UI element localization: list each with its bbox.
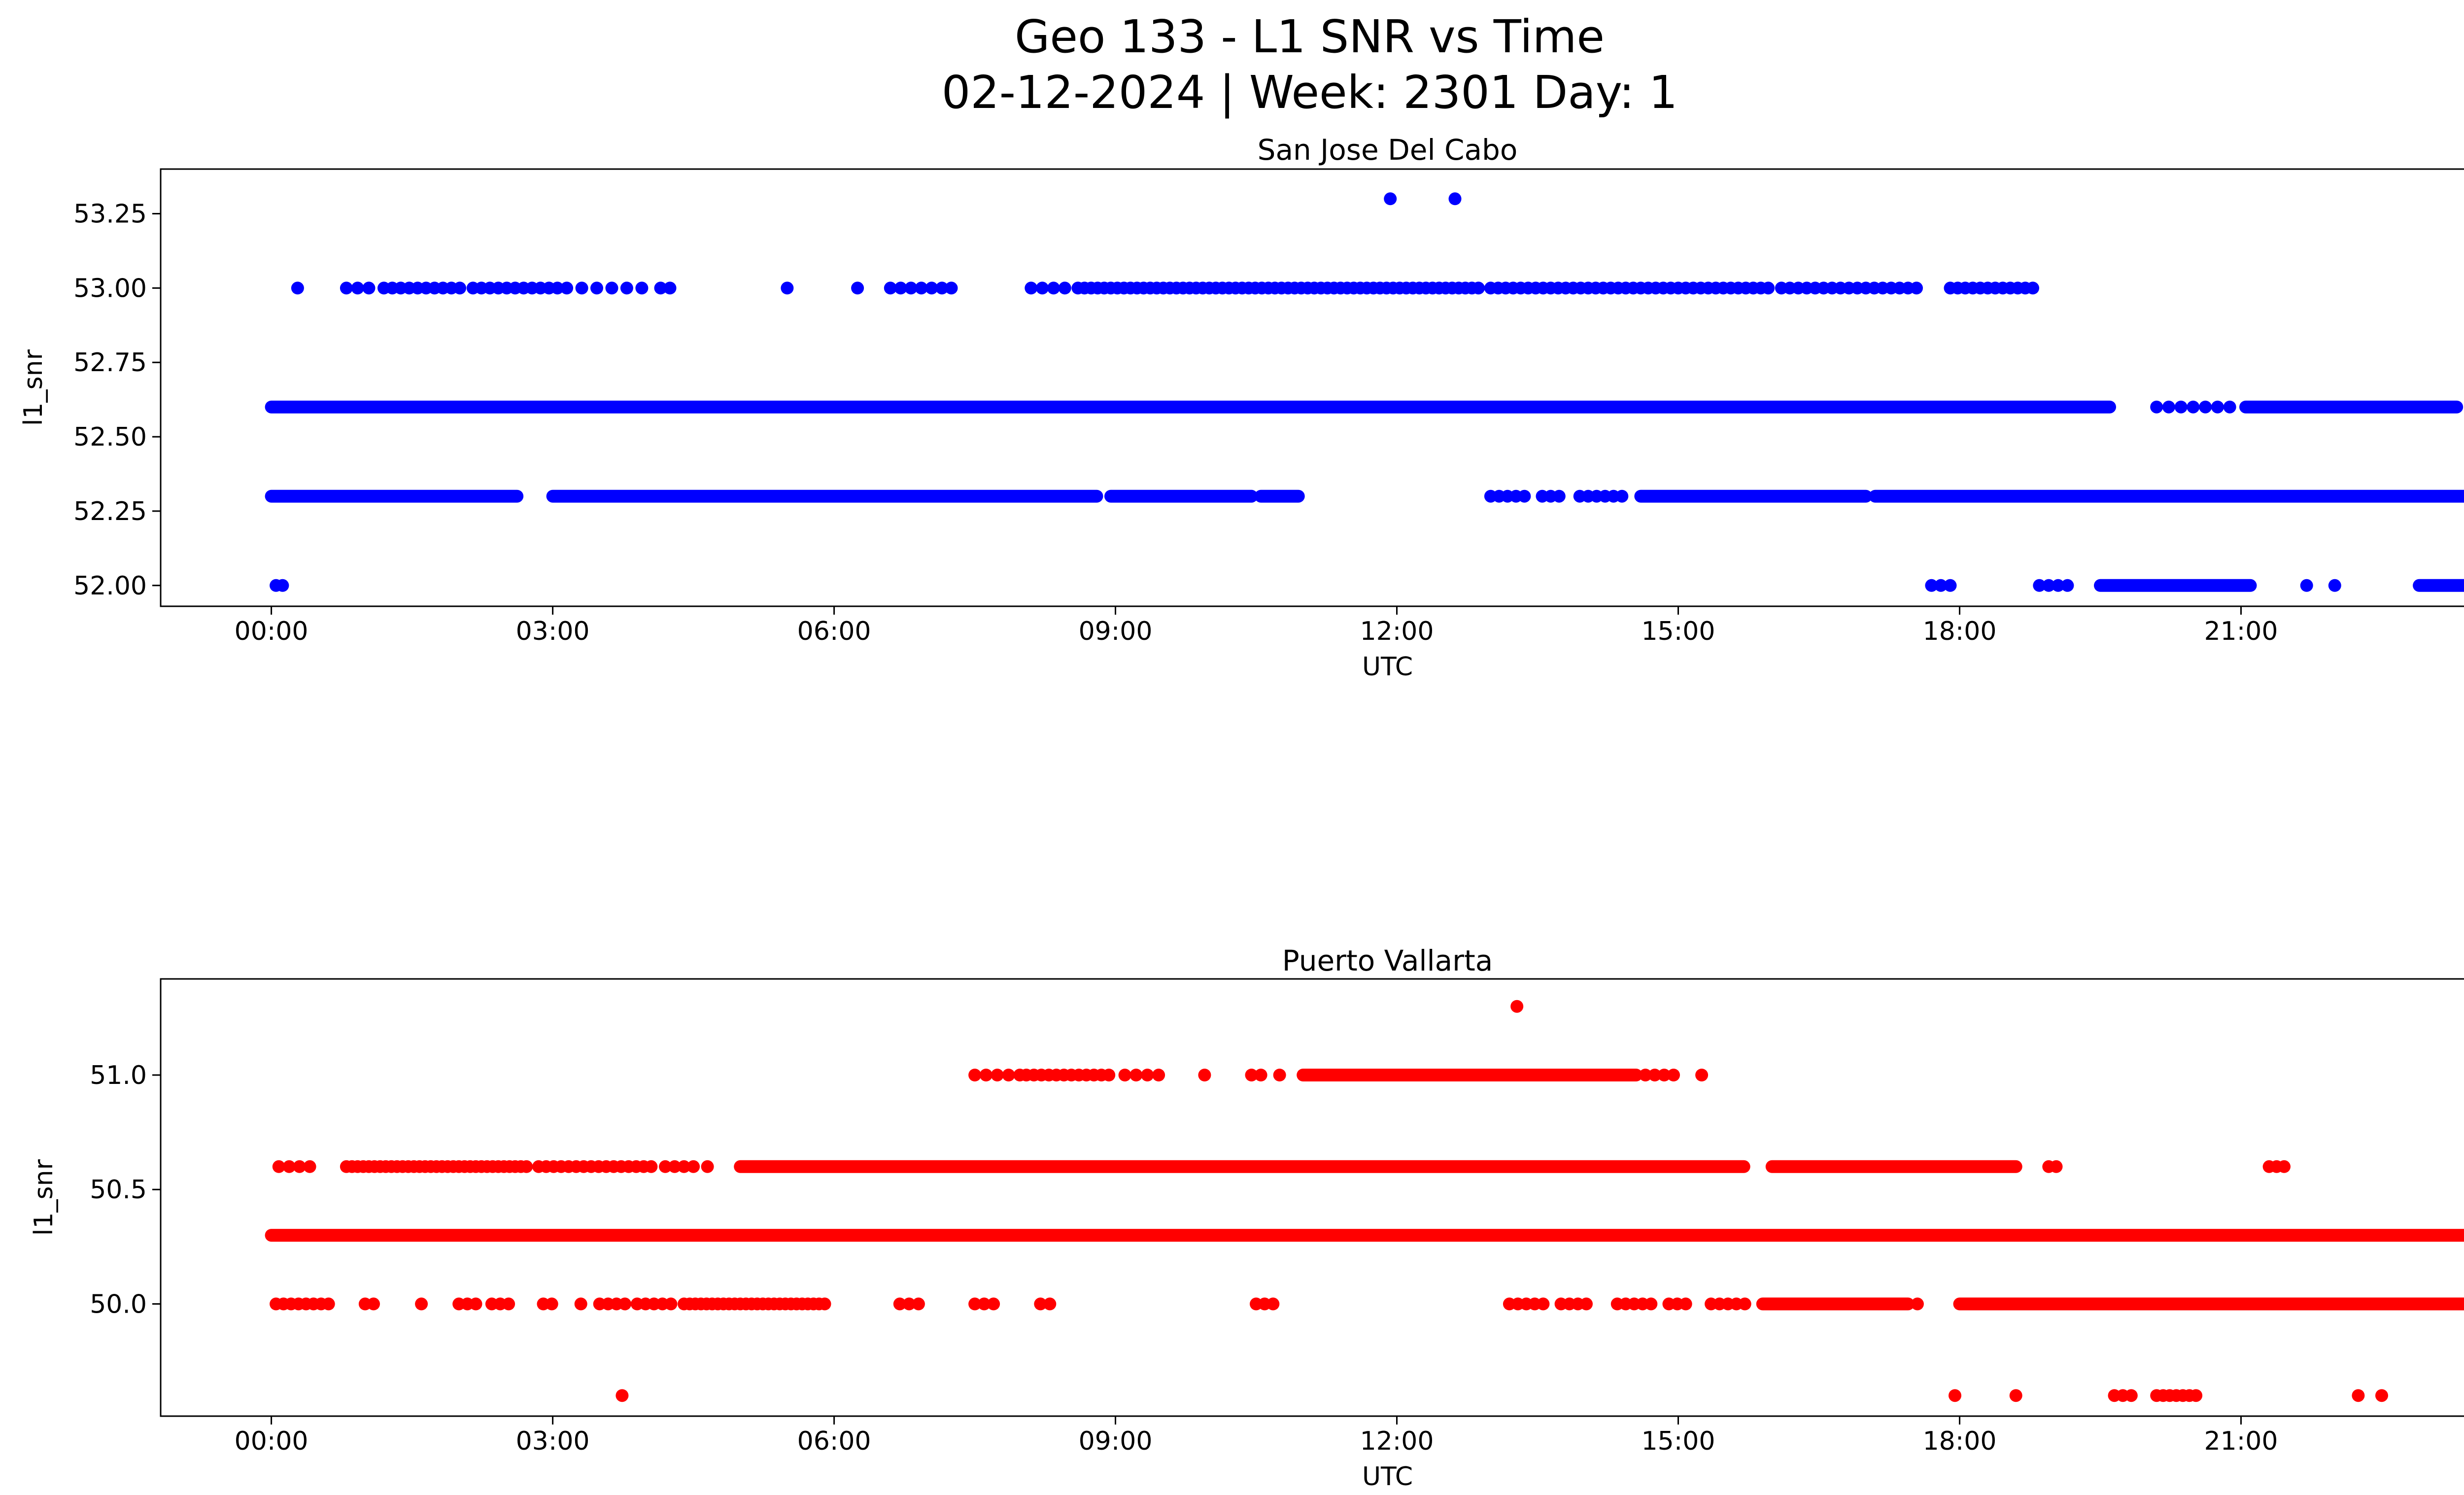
svg-text:53.25: 53.25 [73, 200, 147, 229]
svg-text:12:00: 12:00 [1360, 1426, 1434, 1456]
svg-text:50.5: 50.5 [90, 1175, 147, 1205]
figure-subtitle: 02-12-2024 | Week: 2301 Day: 1 [941, 66, 1678, 119]
svg-text:18:00: 18:00 [1923, 1426, 1997, 1456]
svg-text:52.25: 52.25 [73, 497, 147, 526]
svg-text:21:00: 21:00 [2204, 1426, 2278, 1456]
svg-text:52.75: 52.75 [73, 348, 147, 378]
svg-text:09:00: 09:00 [1079, 617, 1153, 646]
figure-title: Geo 133 - L1 SNR vs Time [1015, 10, 1605, 63]
subplot-title-san-jose-del-cabo: San Jose Del Cabo [1257, 133, 1518, 167]
svg-text:06:00: 06:00 [797, 617, 871, 646]
svg-text:l1_snr: l1_snr [29, 1159, 59, 1236]
svg-text:06:00: 06:00 [797, 1426, 871, 1456]
subplot-1: 00:00 03:00 06:00 09:00 12:00 15:00 18:00 21:00… [29, 978, 2464, 1492]
svg-text:l1_snr: l1_snr [19, 349, 48, 426]
svg-text:18:00: 18:00 [1923, 617, 1997, 646]
svg-text:UTC: UTC [1362, 652, 1413, 682]
svg-text:UTC: UTC [1362, 1462, 1413, 1492]
svg-text:51.0: 51.0 [90, 1061, 147, 1090]
svg-text:15:00: 15:00 [1642, 617, 1715, 646]
figure-suptitle: Geo 133 - L1 SNR vs Time 02-12-2024 | We… [0, 9, 2464, 120]
svg-text:03:00: 03:00 [516, 617, 590, 646]
svg-text:03:00: 03:00 [516, 1426, 590, 1456]
svg-text:15:00: 15:00 [1642, 1426, 1715, 1456]
svg-text:00:00: 00:00 [235, 617, 308, 646]
svg-text:21:00: 21:00 [2204, 617, 2278, 646]
svg-text:53.00: 53.00 [73, 274, 147, 303]
svg-text:52.00: 52.00 [73, 571, 147, 601]
svg-text:09:00: 09:00 [1079, 1426, 1153, 1456]
svg-text:12:00: 12:00 [1360, 617, 1434, 646]
subplot-0: 00:00 03:00 06:00 09:00 12:00 15:00 18:00 21:00… [19, 168, 2464, 682]
subplot-title-puerto-vallarta: Puerto Vallarta [1282, 944, 1493, 977]
svg-text:50.0: 50.0 [90, 1289, 147, 1319]
svg-text:00:00: 00:00 [235, 1426, 308, 1456]
svg-text:52.50: 52.50 [73, 422, 147, 452]
